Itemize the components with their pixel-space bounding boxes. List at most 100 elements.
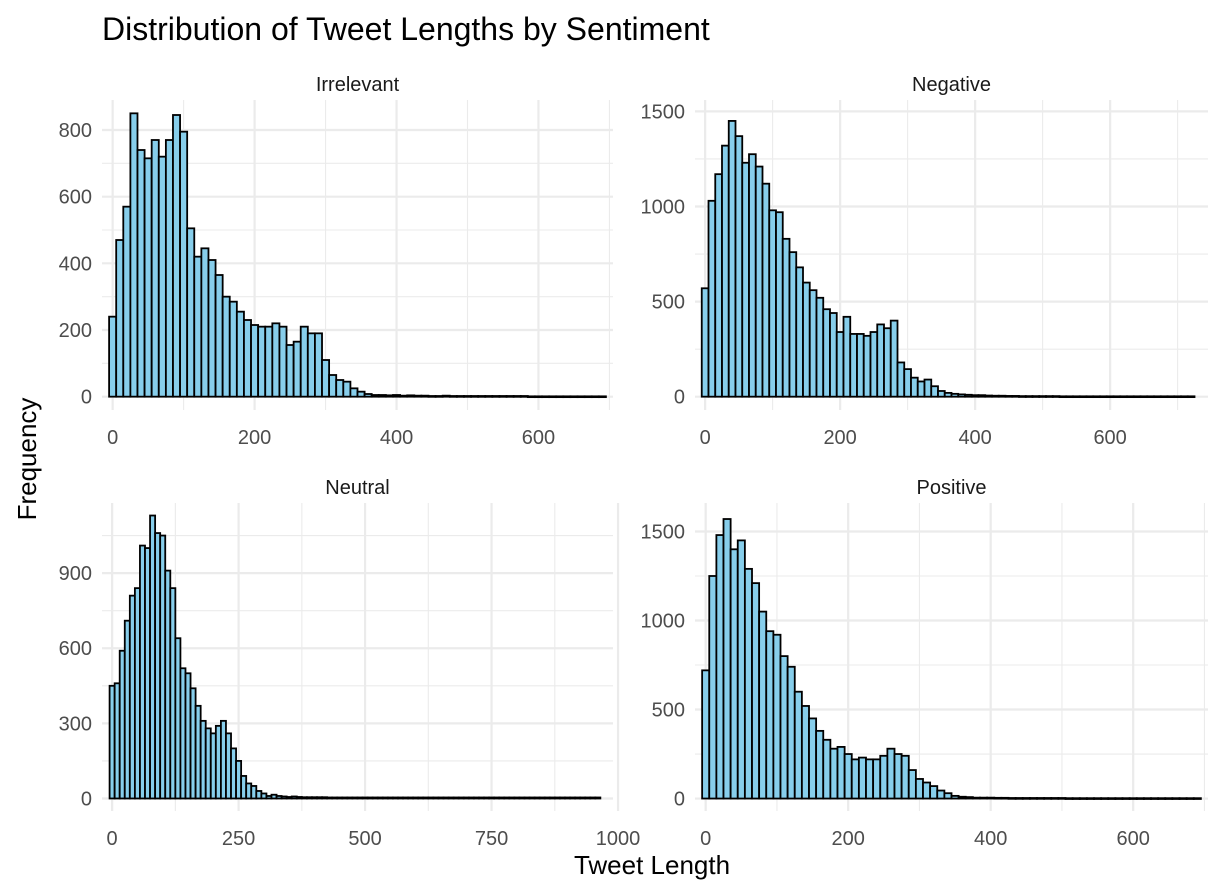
histogram-bar [1078, 797, 1088, 800]
histogram-bar [748, 153, 757, 398]
histogram-bar [775, 211, 784, 398]
histogram-bar [808, 717, 818, 800]
histogram-bar [971, 796, 981, 800]
histogram-bar [727, 120, 737, 398]
y-tick-label: 0 [674, 789, 685, 811]
histogram-bar [829, 747, 839, 800]
histogram-bar [715, 534, 725, 800]
y-tick-label: 1000 [641, 611, 686, 633]
histogram-bar [164, 139, 174, 398]
histogram-bar [1119, 395, 1128, 399]
histogram-bar [1178, 797, 1188, 800]
histogram-bar [829, 312, 838, 398]
histogram-bar [991, 394, 1000, 398]
histogram-bar [1036, 797, 1046, 800]
histogram-bar [143, 157, 153, 398]
histogram-bar [957, 795, 967, 800]
histogram-bar [822, 308, 831, 398]
histogram-bar [221, 295, 231, 398]
histogram-bar [228, 300, 238, 398]
histogram-bar [751, 582, 761, 800]
histogram-bar [734, 135, 744, 398]
histogram-bar [768, 209, 777, 398]
histogram-bar [569, 395, 579, 399]
histogram-bar [583, 395, 593, 399]
histogram-bar [1180, 395, 1189, 399]
histogram-bar [836, 746, 846, 800]
histogram-bar [701, 669, 711, 800]
histogram-bar [850, 758, 860, 800]
histogram-bar [1072, 395, 1081, 399]
panel-negative: 0 200 400 600 0 500 1000 1500 Negative [641, 74, 1208, 449]
histogram-bar [491, 395, 501, 398]
histogram-bar [964, 796, 974, 800]
y-tick-label: 300 [59, 713, 92, 735]
histogram-bar [754, 165, 764, 398]
histogram-bar [865, 758, 875, 800]
y-tick-label: 1500 [641, 101, 686, 123]
x-tick-label: 200 [238, 427, 271, 449]
histogram-bar [498, 395, 508, 398]
histogram-bar [1142, 797, 1152, 800]
histogram-bar [377, 394, 387, 398]
histogram-bar [136, 149, 146, 398]
histogram-bar [765, 630, 775, 800]
histogram-bar [193, 255, 203, 398]
histogram-bar [916, 380, 926, 398]
histogram-bar [470, 395, 480, 398]
histogram-bar [306, 332, 316, 398]
histogram-bar [1018, 395, 1027, 398]
histogram-bar [1031, 395, 1041, 398]
histogram-bar [1107, 797, 1117, 800]
histogram-bar [1150, 797, 1160, 800]
y-tick-label: 0 [674, 387, 685, 409]
histogram-bar [736, 539, 746, 800]
histogram-bar [1021, 797, 1031, 800]
y-axis-title: Frequency [12, 398, 42, 521]
histogram-bar [278, 325, 288, 398]
histogram-bar [793, 690, 803, 800]
histogram-bar [150, 139, 160, 398]
histogram-bar [519, 395, 529, 398]
histogram-bar [314, 332, 323, 398]
histogram-bar [399, 394, 409, 398]
panel-irrelevant: 0 200 400 600 0 200 400 600 800 Irrelevant [59, 74, 613, 449]
histogram-bar [1139, 395, 1149, 399]
histogram-bar [1057, 797, 1067, 800]
histogram-bar [802, 281, 811, 398]
histogram-bar [541, 395, 551, 399]
x-tick-label: 0 [700, 828, 711, 850]
histogram-bar [1171, 797, 1181, 800]
histogram-bar [889, 319, 899, 398]
histogram-bar [1173, 395, 1182, 399]
histogram-bar [815, 296, 825, 398]
x-tick-label: 0 [107, 828, 118, 850]
histogram-bar [356, 390, 366, 398]
histogram-bar [484, 395, 494, 398]
y-tick-label: 600 [59, 187, 92, 209]
histogram-bar [576, 395, 586, 399]
histogram-bar [896, 361, 906, 398]
y-tick-label: 800 [59, 120, 92, 142]
histogram-bar [335, 379, 345, 398]
y-tick-label: 500 [652, 292, 685, 314]
histogram-bar [893, 753, 903, 800]
histogram-bar [285, 344, 295, 398]
histogram-bar [200, 247, 210, 398]
histogram-bar [235, 310, 245, 398]
histogram-bar [943, 792, 953, 800]
histogram-bar [997, 394, 1007, 398]
x-tick-label: 400 [974, 828, 1007, 850]
histogram-bar [930, 385, 939, 398]
histogram-bar [781, 237, 791, 398]
histogram-bar [923, 378, 933, 398]
histogram-bar [1038, 395, 1047, 398]
histogram-bar [420, 394, 430, 398]
histogram-bar [876, 323, 885, 398]
y-tick-label: 1000 [641, 197, 686, 219]
facet-strip-label: Neutral [325, 477, 389, 499]
histogram-bar [984, 394, 993, 398]
histogram-bar [299, 325, 309, 398]
histogram-bar [977, 394, 987, 398]
x-tick-label: 600 [522, 427, 555, 449]
